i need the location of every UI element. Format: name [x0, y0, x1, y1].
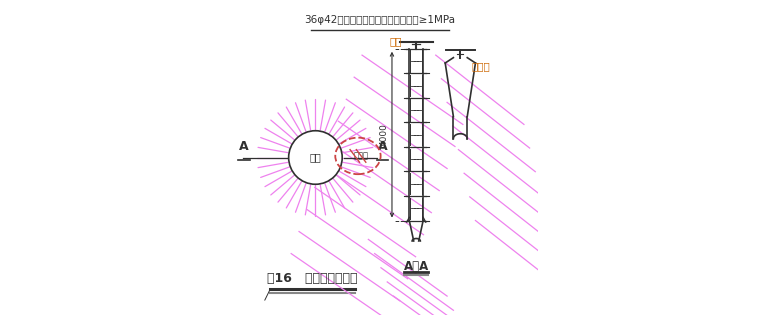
Text: 4000: 4000	[379, 123, 388, 146]
Text: 36φ42注浆管，注水泵注，注浆压力≥1MPa: 36φ42注浆管，注水泵注，注浆压力≥1MPa	[305, 15, 455, 26]
Text: A－A: A－A	[404, 260, 429, 273]
Text: A: A	[378, 140, 388, 153]
Text: 图16   桦底加固平面图: 图16 桦底加固平面图	[267, 272, 357, 285]
Text: 新桦: 新桦	[309, 152, 321, 163]
Text: /: /	[264, 288, 269, 301]
Text: 既有桦: 既有桦	[471, 61, 490, 71]
Text: 新桦: 新桦	[389, 36, 402, 46]
Text: 既有桦: 既有桦	[353, 152, 369, 160]
Circle shape	[289, 131, 342, 184]
Text: A: A	[239, 140, 249, 153]
